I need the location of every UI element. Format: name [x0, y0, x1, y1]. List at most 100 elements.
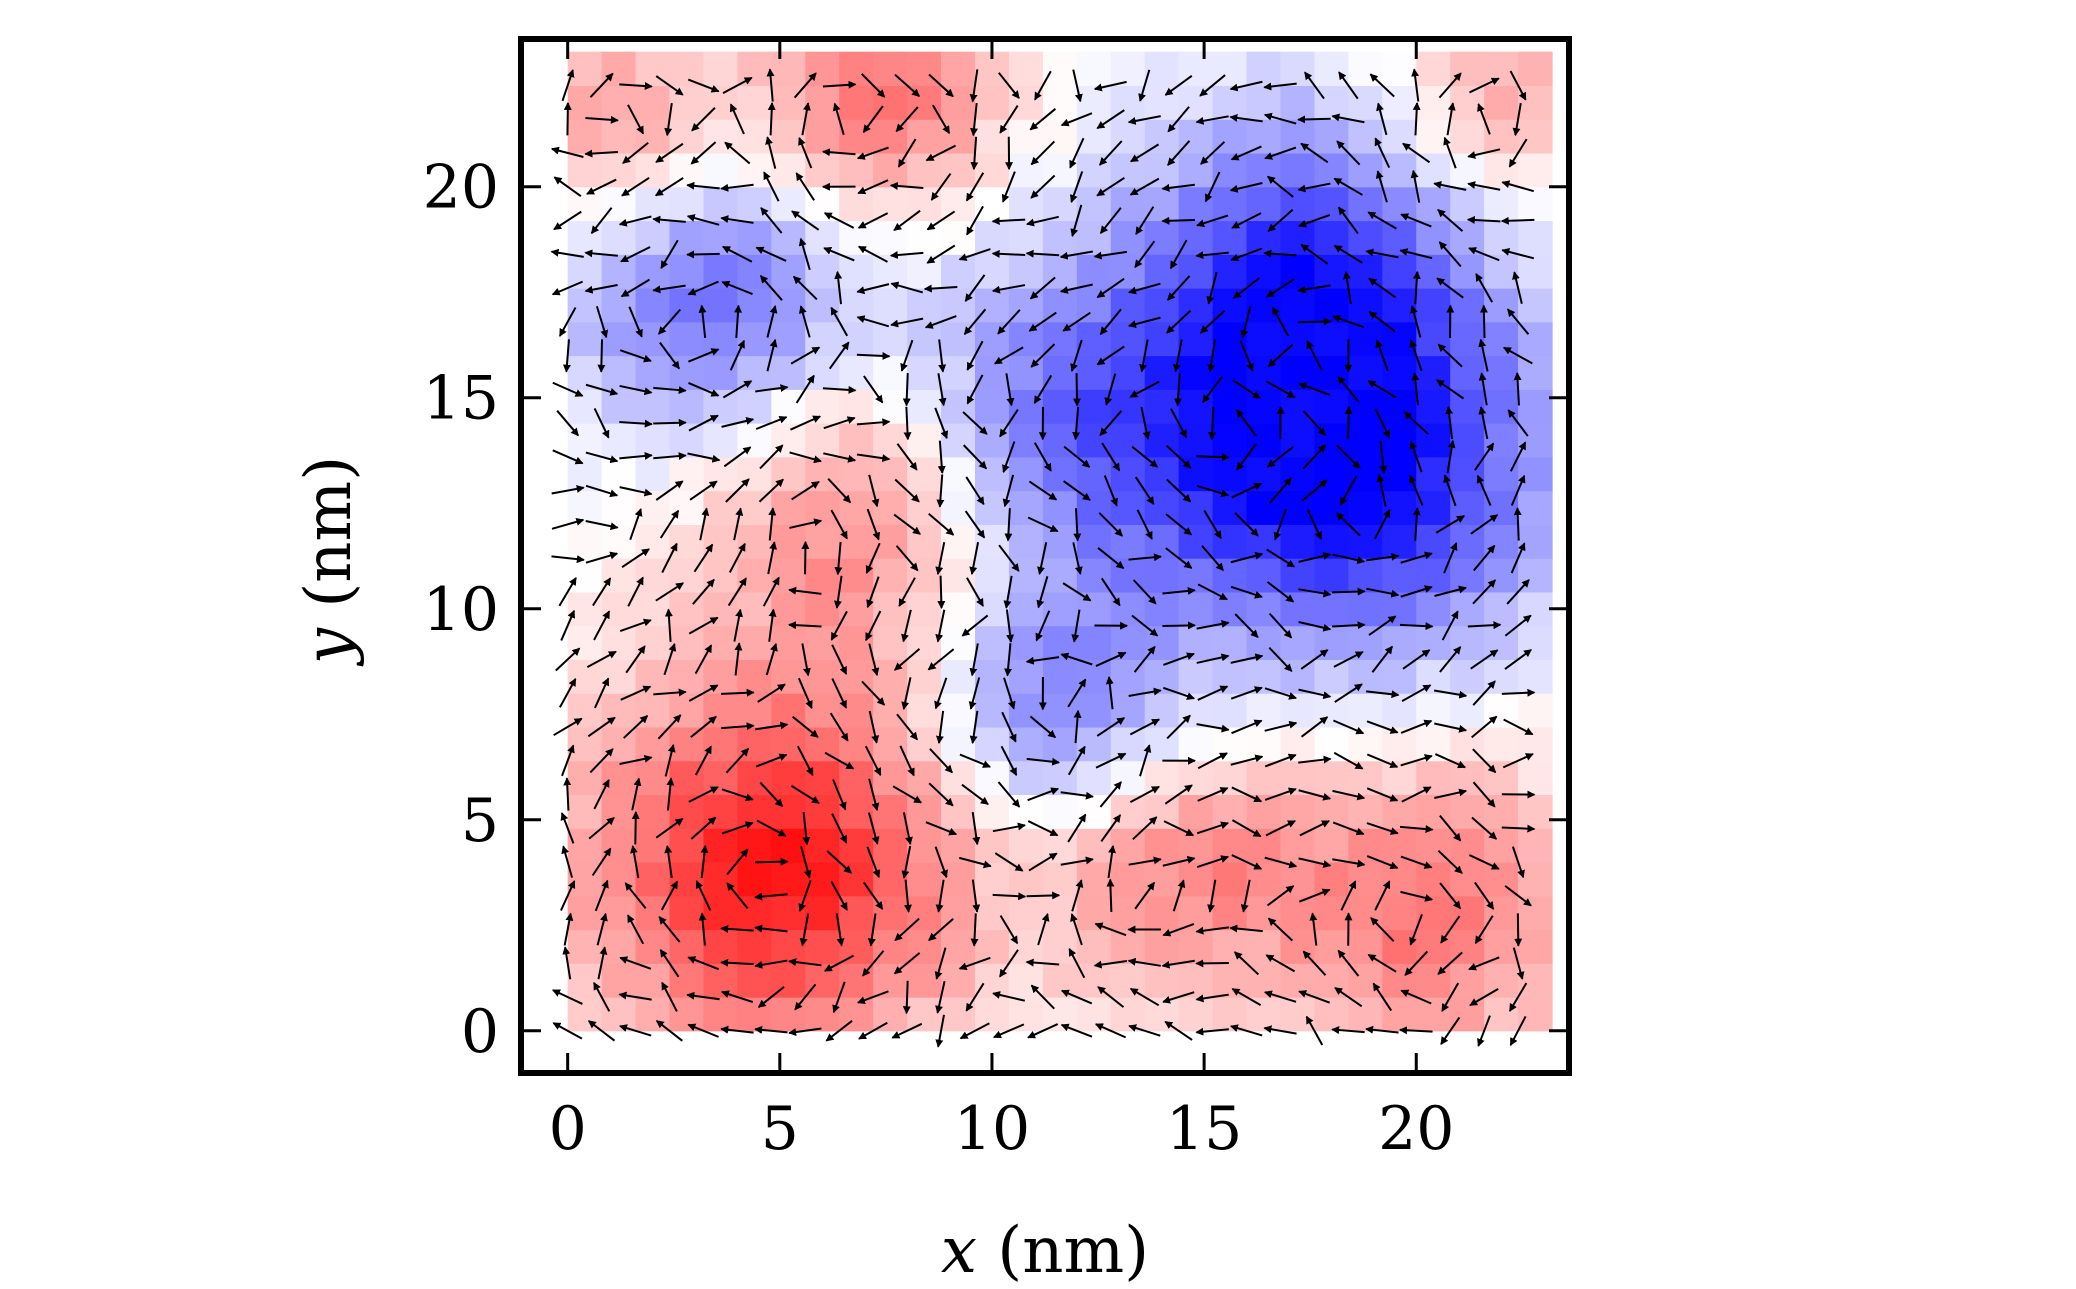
heatmap-cell — [670, 491, 705, 525]
heatmap-cell — [805, 119, 840, 153]
heatmap-cell — [1280, 727, 1315, 761]
heatmap-cell — [602, 828, 637, 862]
heatmap-cell — [568, 356, 603, 390]
quiver-arrow — [1332, 591, 1365, 592]
heatmap-cell — [1348, 356, 1383, 390]
heatmap-cell — [873, 254, 908, 288]
heatmap-cell — [1518, 491, 1553, 525]
heatmap-cell — [805, 423, 840, 457]
heatmap-cell — [636, 85, 671, 119]
heatmap-cell — [907, 997, 942, 1031]
heatmap-cell — [805, 896, 840, 930]
heatmap-cell — [839, 693, 874, 727]
heatmap-cell — [975, 254, 1010, 288]
heatmap-cell — [907, 153, 942, 187]
heatmap-cell — [1280, 794, 1315, 828]
heatmap-cell — [1077, 52, 1112, 86]
heatmap-cell — [1314, 659, 1349, 693]
quiver-arrow — [1027, 895, 1060, 896]
heatmap-cell — [1416, 153, 1451, 187]
heatmap-cell — [703, 322, 738, 356]
heatmap-cell — [1484, 52, 1519, 86]
heatmap-cell — [1213, 997, 1248, 1031]
heatmap-cell — [703, 896, 738, 930]
heatmap-cell — [670, 963, 705, 997]
heatmap-cell — [737, 794, 772, 828]
heatmap-cell — [568, 119, 603, 153]
quiver-arrow — [755, 862, 788, 863]
heatmap-cell — [805, 389, 840, 423]
heatmap-cell — [839, 761, 874, 795]
heatmap-cell — [771, 727, 806, 761]
quiver-arrow — [906, 373, 907, 405]
heatmap-cell — [1416, 693, 1451, 727]
heatmap-cell — [670, 356, 705, 390]
heatmap-cell — [1348, 491, 1383, 525]
heatmap-cell — [1247, 659, 1282, 693]
heatmap-cell — [975, 288, 1010, 322]
heatmap-cell — [568, 524, 603, 558]
heatmap-cell — [1280, 153, 1315, 187]
heatmap-cell — [1484, 524, 1519, 558]
quiver-arrow — [1517, 508, 1518, 540]
heatmap-cell — [602, 997, 637, 1031]
heatmap-cell — [1518, 761, 1553, 795]
heatmap-cell — [941, 491, 976, 525]
heatmap-cell — [1043, 963, 1078, 997]
heatmap-cell — [907, 254, 942, 288]
heatmap-cell — [670, 862, 705, 896]
heatmap-cell — [670, 997, 705, 1031]
heatmap-cell — [805, 997, 840, 1031]
heatmap-cell — [1416, 558, 1451, 592]
heatmap-cell — [1518, 524, 1553, 558]
heatmap-cell — [1382, 220, 1417, 254]
heatmap-cell — [1382, 997, 1417, 1031]
heatmap-cell — [941, 862, 976, 896]
heatmap-cell — [1213, 356, 1248, 390]
heatmap-cell — [907, 423, 942, 457]
heatmap-cell — [805, 558, 840, 592]
heatmap-cell — [839, 187, 874, 221]
heatmap-cell — [1314, 558, 1349, 592]
heatmap-cell — [1484, 187, 1519, 221]
heatmap-cell — [1416, 356, 1451, 390]
heatmap-cell — [805, 524, 840, 558]
quiver-arrow — [601, 339, 602, 371]
heatmap-cell — [1077, 930, 1112, 964]
heatmap-cell — [839, 626, 874, 660]
heatmap-cell — [771, 153, 806, 187]
heatmap-cell — [670, 423, 705, 457]
heatmap-cell — [1348, 997, 1383, 1031]
heatmap-cell — [636, 626, 671, 660]
heatmap-cell — [1247, 457, 1282, 491]
heatmap-cell — [839, 356, 874, 390]
heatmap-cell — [1043, 356, 1078, 390]
heatmap-cell — [907, 828, 942, 862]
heatmap-cell — [1247, 693, 1282, 727]
heatmap-cell — [703, 963, 738, 997]
heatmap-cell — [703, 592, 738, 626]
heatmap-cell — [1077, 626, 1112, 660]
heatmap-cell — [1145, 254, 1180, 288]
heatmap-cell — [1280, 52, 1315, 86]
heatmap-cell — [1213, 828, 1248, 862]
heatmap-cell — [1145, 997, 1180, 1031]
y-tick-label: 5 — [461, 786, 499, 856]
heatmap-cell — [1111, 187, 1146, 221]
x-tick-label: 10 — [954, 1094, 1030, 1164]
heatmap-cell — [1247, 930, 1282, 964]
heatmap-cell — [1009, 727, 1044, 761]
heatmap-cell — [636, 592, 671, 626]
heatmap-cell — [771, 896, 806, 930]
heatmap-cell — [975, 491, 1010, 525]
heatmap-cell — [771, 761, 806, 795]
heatmap-cell — [568, 693, 603, 727]
heatmap-cell — [1213, 693, 1248, 727]
y-axis-label: y (nm) — [292, 456, 366, 667]
heatmap-cell — [1280, 963, 1315, 997]
heatmap-cell — [975, 693, 1010, 727]
heatmap-cell — [1247, 828, 1282, 862]
heatmap-cell — [907, 693, 942, 727]
heatmap-cell — [1009, 322, 1044, 356]
heatmap-cell — [873, 187, 908, 221]
